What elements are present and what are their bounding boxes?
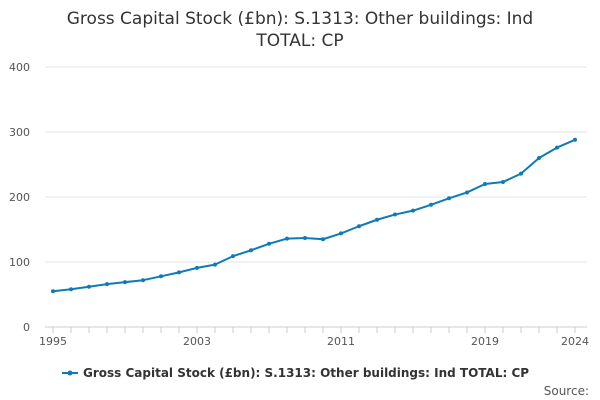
data-point — [231, 254, 235, 259]
data-point — [339, 231, 343, 236]
data-point — [447, 196, 451, 201]
legend[interactable]: Gross Capital Stock (£bn): S.1313: Other… — [62, 366, 529, 380]
chart-title-line-2: TOTAL: CP — [255, 31, 343, 51]
data-point — [267, 241, 271, 246]
data-point — [501, 180, 505, 185]
data-point — [555, 145, 559, 150]
data-point — [195, 265, 199, 270]
data-point — [87, 284, 91, 289]
data-point — [69, 287, 73, 292]
grid-lines — [45, 66, 587, 263]
data-point — [357, 224, 361, 229]
data-point — [465, 190, 469, 195]
y-tick-label: 400 — [9, 61, 30, 74]
series-layer — [51, 137, 577, 294]
data-point — [141, 278, 145, 283]
x-tick-label: 2024 — [561, 335, 589, 348]
x-axis — [45, 326, 587, 333]
data-point — [159, 274, 163, 279]
chart-title-line-1: Gross Capital Stock (£bn): S.1313: Other… — [67, 9, 533, 29]
legend-dot-marker — [67, 370, 73, 376]
y-axis-labels: 0 100 200 300 400 — [9, 61, 30, 334]
y-tick-label: 300 — [9, 126, 30, 139]
y-tick-label: 200 — [9, 191, 30, 204]
x-tick-label: 2003 — [183, 335, 211, 348]
data-point — [573, 137, 577, 142]
data-point — [249, 248, 253, 253]
x-tick-label: 2019 — [471, 335, 499, 348]
y-tick-label: 0 — [23, 321, 30, 334]
source-label: Source: — [544, 384, 589, 398]
data-point — [321, 237, 325, 242]
data-point — [483, 182, 487, 186]
data-point — [51, 289, 55, 294]
legend-label: Gross Capital Stock (£bn): S.1313: Other… — [83, 366, 529, 380]
x-tick-label: 2011 — [327, 335, 355, 348]
data-point — [537, 156, 541, 160]
data-point — [375, 217, 379, 222]
data-point — [285, 236, 289, 241]
data-point — [303, 235, 307, 240]
data-point — [177, 270, 181, 275]
data-point — [213, 262, 217, 267]
data-point — [123, 280, 127, 285]
data-point — [411, 208, 415, 213]
data-point — [393, 212, 397, 217]
x-axis-labels: 1995 2003 2011 2019 2024 — [39, 335, 589, 348]
y-tick-label: 100 — [9, 256, 30, 269]
data-point — [519, 171, 523, 176]
x-tick-label: 1995 — [39, 335, 67, 348]
data-point — [105, 282, 109, 287]
series-line — [52, 138, 576, 293]
data-point — [429, 202, 433, 207]
